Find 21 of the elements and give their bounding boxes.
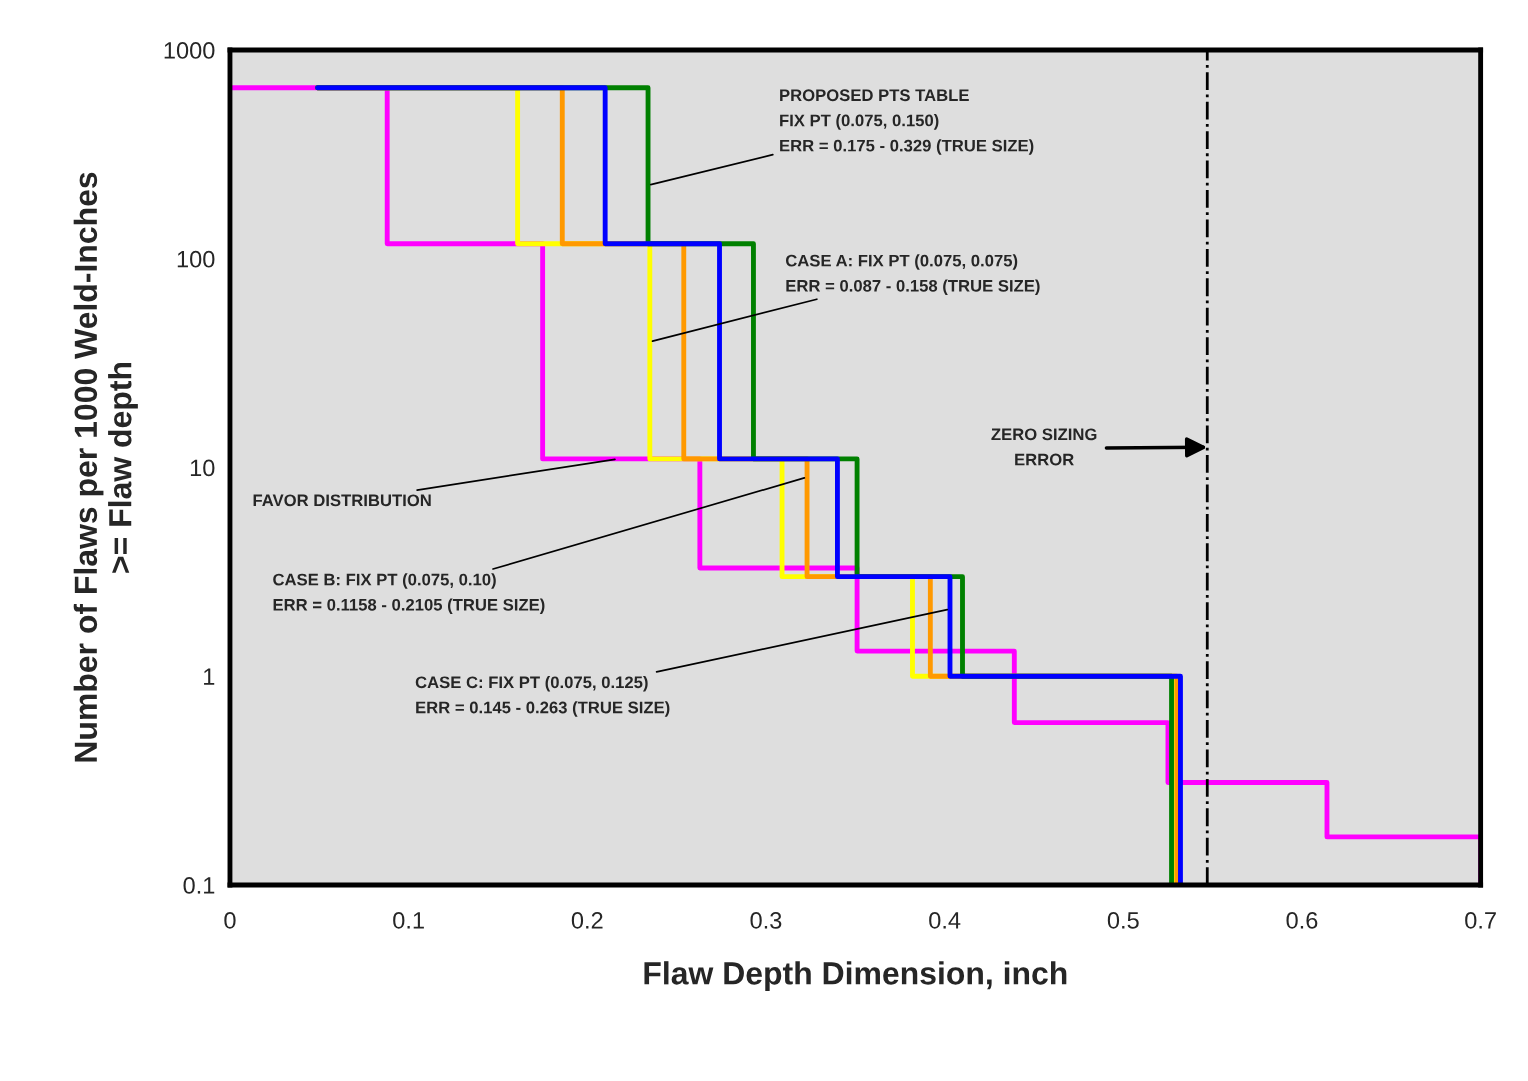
x-tick-label: 0 [224,912,236,929]
annotation: ZERO SIZING ERROR [991,428,1097,466]
x-tick-label: 0.4 [929,912,961,929]
x-axis-title: Flaw Depth Dimension, inch [644,961,1067,991]
x-tick-label: 0.5 [1107,912,1139,929]
x-tick-label: 0.7 [1465,912,1496,929]
y-tick-label: 1000 [164,42,215,59]
y-tick-label: 1 [204,668,215,685]
annotation: PROPOSED PTS TABLE FIX PT (0.075, 0.150) ERR = 0.175 - 0.329 (TRUE SIZE) [780,89,1034,155]
x-tick-label: 0.6 [1286,912,1318,929]
x-tick-label: 0.2 [571,912,603,929]
y-tick-label: 10 [190,459,215,477]
annotation: FAVOR DISTRIBUTION [253,494,431,507]
annotation: CASE C: FIX PT (0.075, 0.125) ERR = 0.145 - 0.263 (TRUE SIZE) [415,675,670,717]
y-tick-label: 100 [177,250,215,268]
annotation: CASE A: FIX PT (0.075, 0.075) ERR = 0.087 - 0.158 (TRUE SIZE) [785,254,1040,296]
x-tick-label: 0.1 [393,912,424,929]
y-tick-label: 0.1 [183,877,215,894]
x-tick-label: 0.3 [750,912,782,929]
y-axis-title: Number of Flaws per 1000 Weld-Inches >= Flaw depth [73,172,138,762]
annotation: CASE B: FIX PT (0.075, 0.10) ERR = 0.1158 - 0.2105 (TRUE SIZE) [273,573,545,614]
